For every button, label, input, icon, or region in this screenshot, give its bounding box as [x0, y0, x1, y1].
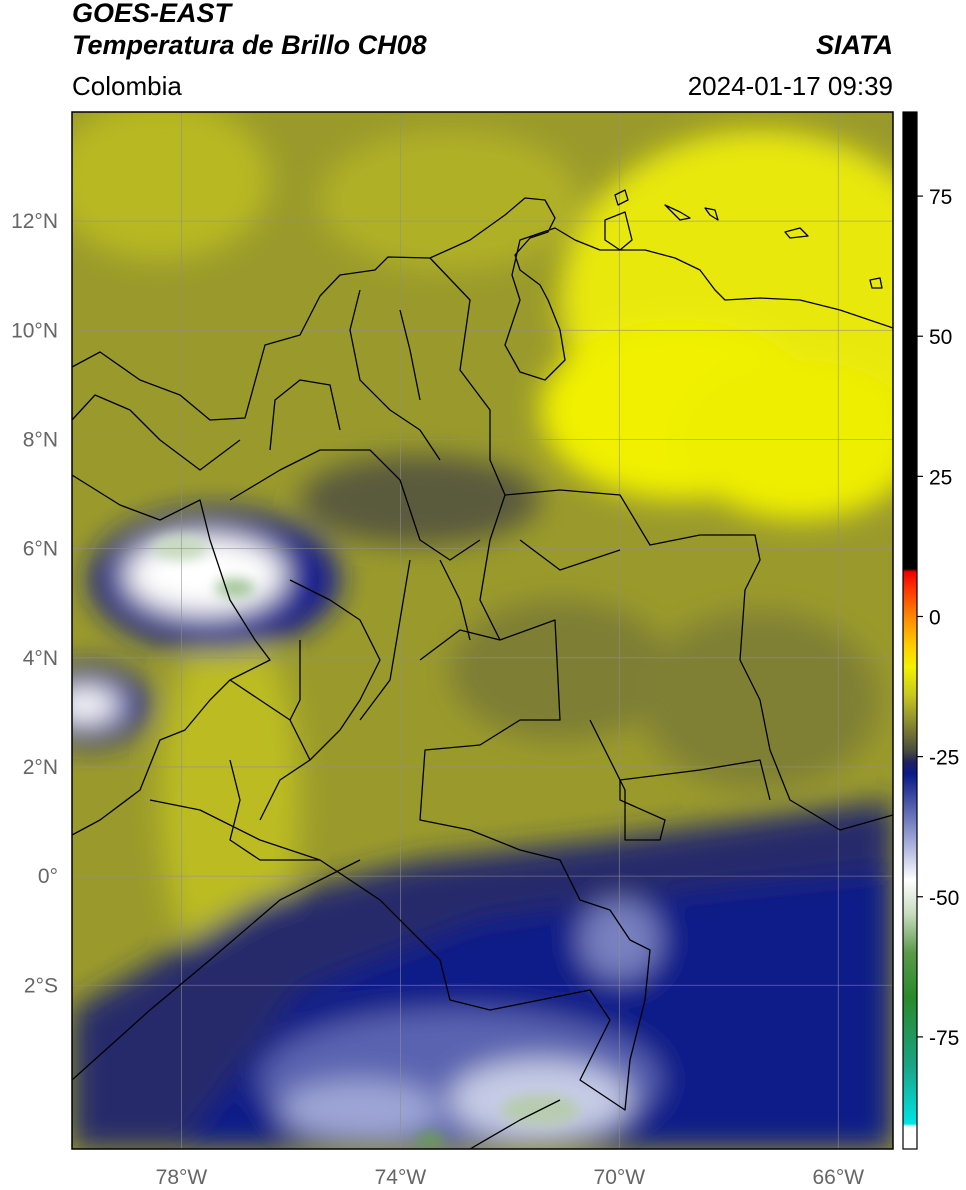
internal-dept-11 — [519, 539, 621, 571]
lat-tick-label-0: 12°N — [11, 210, 58, 233]
paraguana — [604, 211, 633, 251]
curacao — [664, 204, 691, 221]
internal-dept-13 — [589, 719, 626, 791]
colorbar-tick-label-3: 0 — [929, 606, 941, 629]
lon-tick-label-2: 70°W — [594, 1166, 646, 1189]
internal-dept-4 — [399, 309, 421, 401]
lat-tick-label-3: 6°N — [23, 538, 58, 561]
borders — [72, 189, 893, 1149]
lon-tick-label-0: 78°W — [156, 1166, 208, 1189]
colombia-venezuela-border — [149, 257, 651, 1111]
internal-dept-9 — [229, 759, 320, 861]
bonaire — [704, 207, 719, 221]
lat-tick-label-5: 2°N — [23, 756, 58, 779]
internal-dept-7 — [229, 679, 311, 761]
internal-dept-5 — [259, 579, 381, 821]
product-title: Temperatura de Brillo CH08 — [72, 30, 427, 60]
aruba — [614, 189, 629, 206]
brightness-temperature-field — [72, 112, 893, 1149]
colorbar-tick-label-5: -50 — [929, 887, 959, 910]
pacific-coastline — [72, 474, 271, 836]
colorbar-tick-label-2: 25 — [929, 466, 952, 489]
gridlines — [72, 112, 893, 1149]
colorbar-ticks: 75 50 25 0 -25 -50 -75 — [917, 186, 959, 1050]
internal-dept-1 — [229, 449, 481, 561]
panama-coast — [72, 394, 241, 471]
internal-dept-6 — [359, 559, 411, 721]
internal-dept-2 — [269, 379, 341, 451]
caribbean-coastline — [72, 197, 893, 421]
colorbar-tick-label-4: -25 — [929, 747, 959, 770]
lat-tick-label-2: 8°N — [23, 428, 58, 451]
island-east — [869, 277, 883, 289]
internal-dept-3 — [349, 289, 441, 461]
peru-brazil-line — [469, 1099, 561, 1149]
map-frame — [71, 111, 894, 1150]
southern-border — [72, 859, 361, 1081]
colorbar-tick-label-6: -75 — [929, 1027, 959, 1050]
lon-tick-label-1: 74°W — [375, 1166, 427, 1189]
satellite-title: GOES-EAST — [72, 0, 232, 28]
lat-tick-label-1: 10°N — [11, 319, 58, 342]
lon-tick-label-3: 66°W — [812, 1166, 864, 1189]
colombia-east-border — [504, 489, 893, 831]
region-label: Colombia — [72, 71, 182, 101]
colorbar-tick-label-0: 75 — [929, 186, 952, 209]
brand-title: SIATA — [816, 30, 893, 60]
colorbar — [903, 112, 917, 1149]
isla-margarita — [784, 227, 809, 239]
internal-dept-8 — [289, 640, 301, 721]
colorbar-frame — [902, 111, 918, 1150]
lat-tick-label-7: 2°S — [24, 974, 58, 997]
axis-tick-labels: 78°W 74°W 70°W 66°W 12°N 10°N 8°N 6°N 4°N 2°N 0° 2°… — [11, 210, 864, 1189]
lat-tick-label-4: 4°N — [23, 647, 58, 670]
colorbar-tick-label-1: 50 — [929, 326, 952, 349]
peru-brazil-border — [619, 759, 771, 841]
internal-dept-10 — [419, 629, 501, 661]
internal-dept-12 — [439, 559, 471, 641]
lat-tick-label-6: 0° — [38, 865, 58, 888]
datetime-label: 2024-01-17 09:39 — [687, 71, 893, 101]
